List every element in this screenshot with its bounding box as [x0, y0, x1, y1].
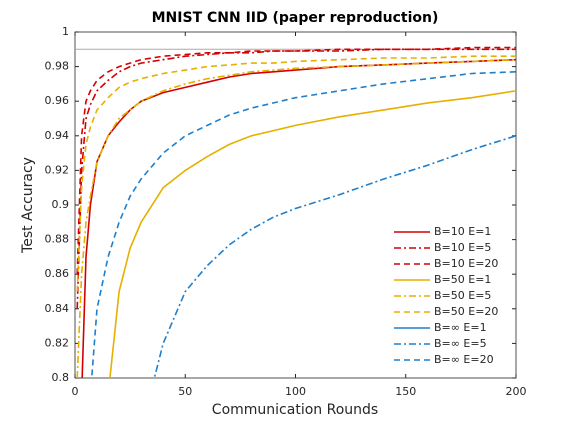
x-tick-label: 50 — [178, 385, 192, 398]
series-line — [90, 71, 516, 378]
y-tick-label: 0.88 — [45, 233, 70, 246]
y-tick-label: 0.9 — [52, 198, 70, 211]
y-tick-label: 0.94 — [45, 129, 70, 142]
legend-label: B=10 E=1 — [434, 225, 491, 238]
series-line — [109, 90, 516, 378]
y-tick-label: 0.96 — [45, 94, 70, 107]
legend-label: B=10 E=20 — [434, 257, 498, 270]
series-line — [153, 135, 516, 378]
plot-lines — [75, 46, 516, 378]
x-tick-label: 100 — [285, 385, 306, 398]
x-tick-label: 200 — [506, 385, 527, 398]
legend-label: B=∞ E=5 — [434, 337, 487, 350]
legend-label: B=∞ E=20 — [434, 353, 494, 366]
x-tick-label: 0 — [72, 385, 79, 398]
y-tick-label: 0.84 — [45, 302, 70, 315]
legend-label: B=10 E=5 — [434, 241, 491, 254]
x-tick-label: 150 — [395, 385, 416, 398]
legend: B=10 E=1 B=10 E=5 B=10 E=20 B=50 E=1 B=50 E=… — [390, 220, 510, 372]
y-tick-label: 1 — [62, 25, 69, 38]
legend-label: B=∞ E=1 — [434, 321, 487, 334]
chart-title: MNIST CNN IID (paper reproduction) — [152, 10, 439, 26]
legend-label: B=50 E=20 — [434, 305, 498, 318]
series-line — [76, 55, 516, 292]
series-line — [76, 58, 516, 378]
series-line — [81, 58, 516, 378]
x-axis-label: Communication Rounds — [212, 402, 378, 418]
legend-label: B=50 E=1 — [434, 273, 491, 286]
legend-label: B=50 E=5 — [434, 289, 491, 302]
y-tick-label: 0.82 — [45, 336, 70, 349]
y-tick-label: 0.92 — [45, 163, 70, 176]
series-line — [76, 46, 516, 275]
y-axis-label: Test Accuracy — [20, 157, 36, 254]
y-tick-label: 0.8 — [52, 371, 70, 384]
y-tick-label: 0.86 — [45, 267, 70, 280]
y-tick-label: 0.98 — [45, 60, 70, 73]
